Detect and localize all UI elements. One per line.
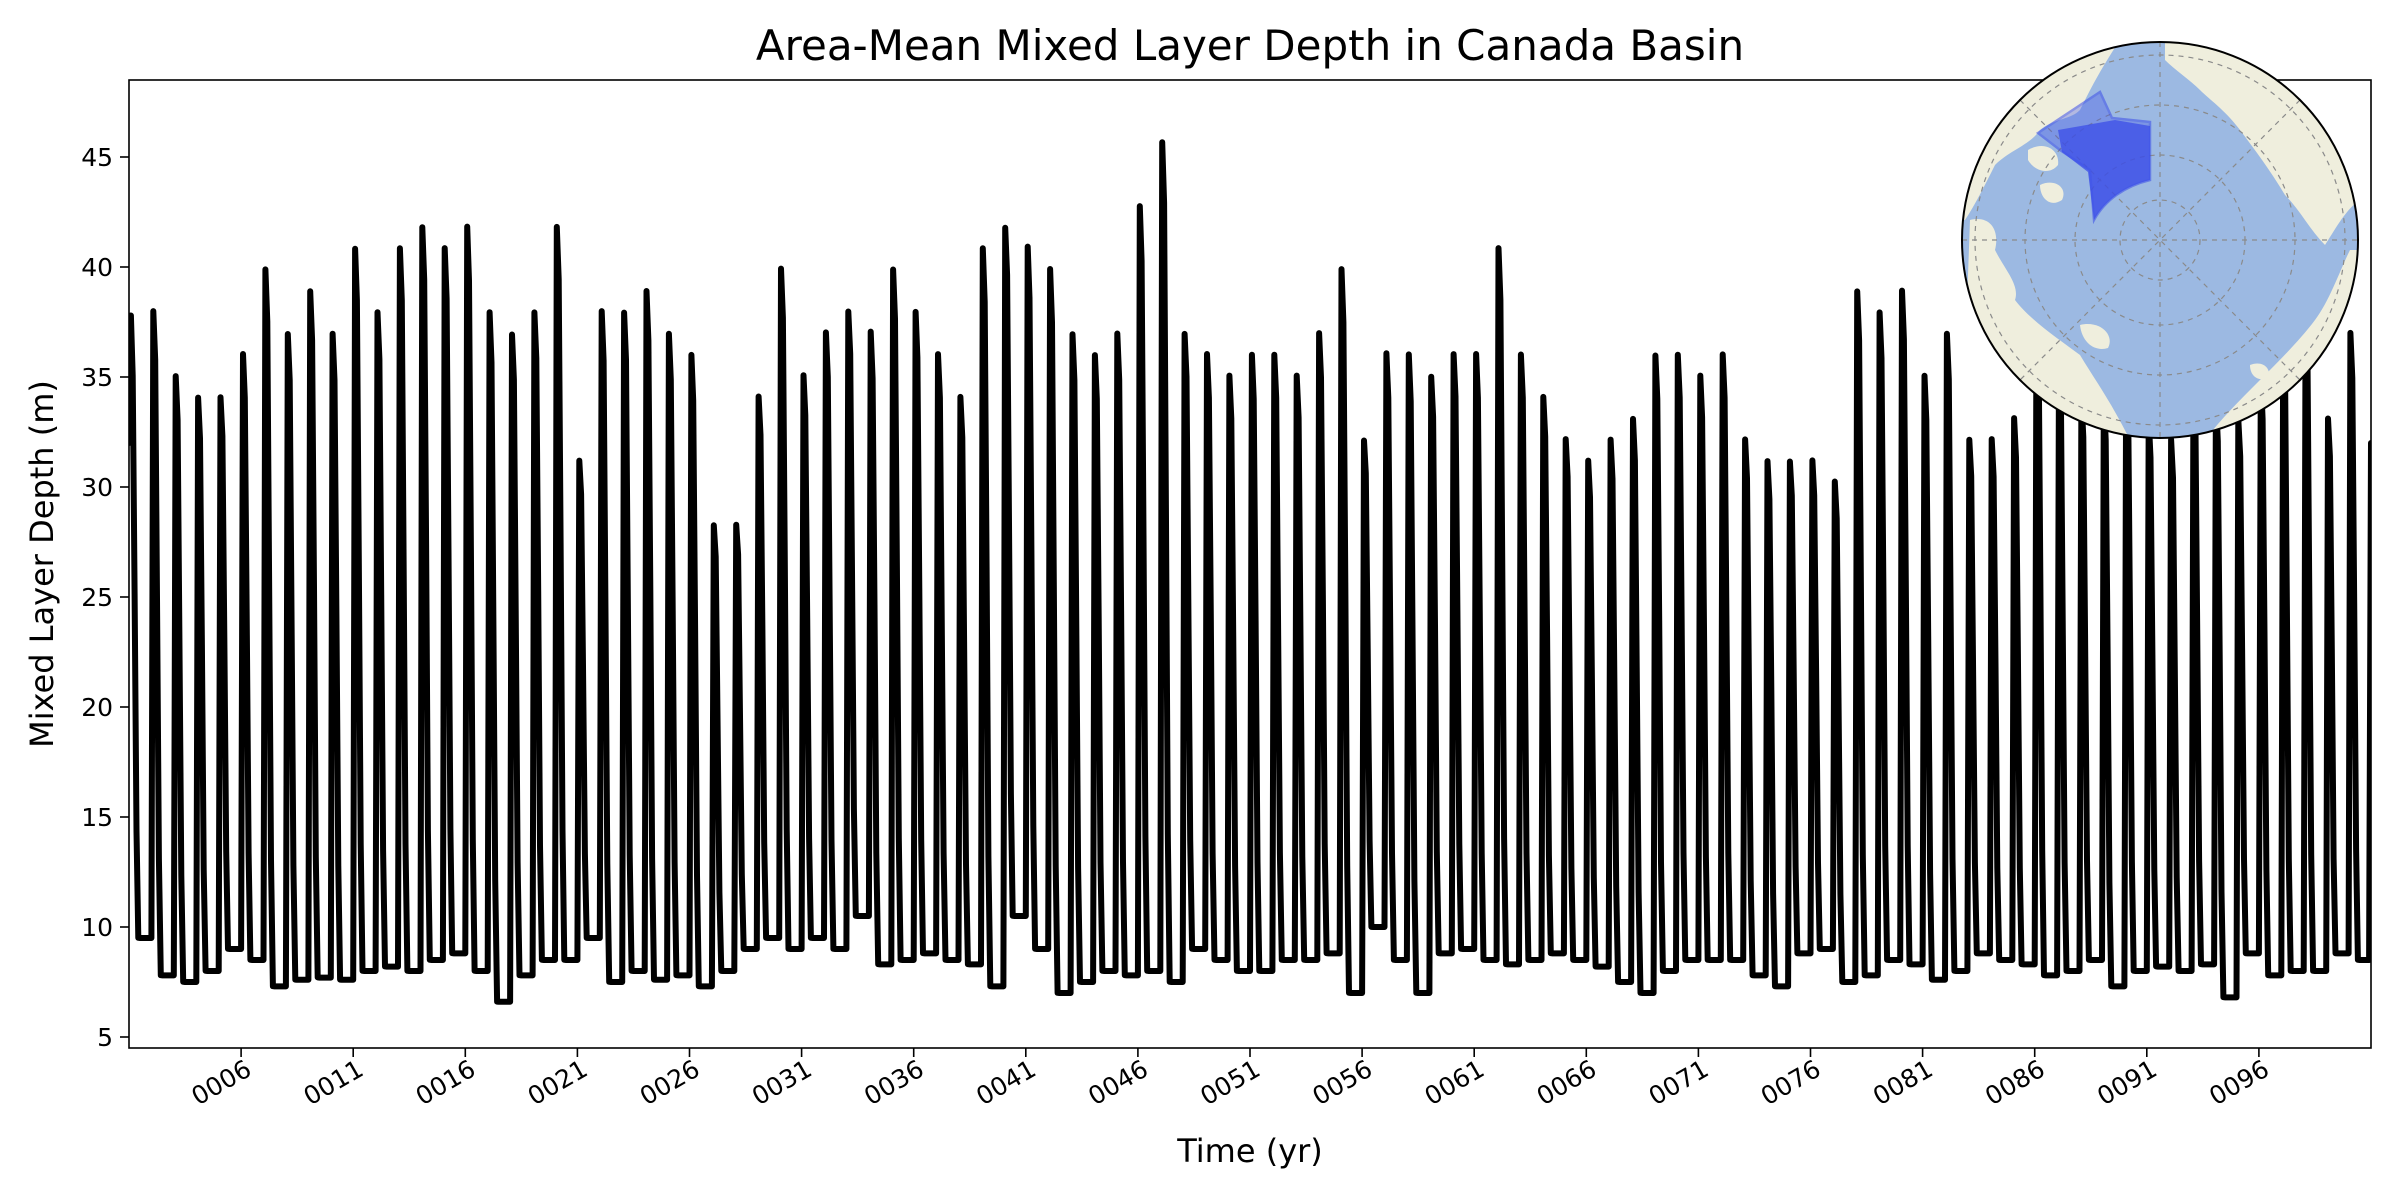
x-tick-label: 0071 [1644, 1054, 1714, 1111]
x-tick-label: 0051 [1195, 1054, 1265, 1111]
x-tick-label: 0086 [1980, 1054, 2050, 1111]
series-line-mixed-layer-depth [129, 139, 2371, 1005]
x-axis: 0006 0011 0016 0021 0026 0031 0036 0041 0046 0051… [186, 1048, 2274, 1111]
y-tick-label: 35 [81, 363, 113, 392]
x-tick-label: 0061 [1420, 1054, 1490, 1111]
x-tick-label: 0026 [635, 1054, 705, 1111]
y-tick-label: 10 [81, 913, 113, 942]
y-axis: 5 10 15 20 25 30 35 40 45 [81, 143, 129, 1052]
map-frame [1961, 41, 2359, 439]
x-tick-label: 0041 [971, 1054, 1041, 1111]
x-tick-label: 0081 [1868, 1054, 1938, 1111]
x-axis-label: Time (yr) [1176, 1132, 1323, 1170]
x-tick-label: 0091 [2092, 1054, 2162, 1111]
x-tick-label: 0011 [299, 1054, 369, 1111]
chart-title: Area-Mean Mixed Layer Depth in Canada Ba… [756, 21, 1744, 70]
y-tick-label: 25 [81, 583, 113, 612]
x-tick-label: 0096 [2204, 1054, 2274, 1111]
x-tick-label: 0016 [411, 1054, 481, 1111]
x-tick-label: 0076 [1756, 1054, 1826, 1111]
y-tick-label: 5 [97, 1023, 113, 1052]
x-tick-label: 0036 [859, 1054, 929, 1111]
x-tick-label: 0046 [1083, 1054, 1153, 1111]
y-tick-label: 20 [81, 693, 113, 722]
x-tick-label: 0056 [1307, 1054, 1377, 1111]
y-tick-label: 30 [81, 473, 113, 502]
y-tick-label: 15 [81, 803, 113, 832]
map-graticule [1962, 42, 2358, 438]
inset-polar-map [1961, 41, 2359, 439]
y-tick-label: 45 [81, 143, 113, 172]
map-region-highlight [2058, 120, 2150, 220]
x-tick-label: 0031 [747, 1054, 817, 1111]
x-tick-label: 0006 [186, 1054, 256, 1111]
x-tick-label: 0021 [523, 1054, 593, 1111]
y-axis-label: Mixed Layer Depth (m) [23, 380, 61, 748]
x-tick-label: 0066 [1532, 1054, 1602, 1111]
y-tick-label: 40 [81, 253, 113, 282]
